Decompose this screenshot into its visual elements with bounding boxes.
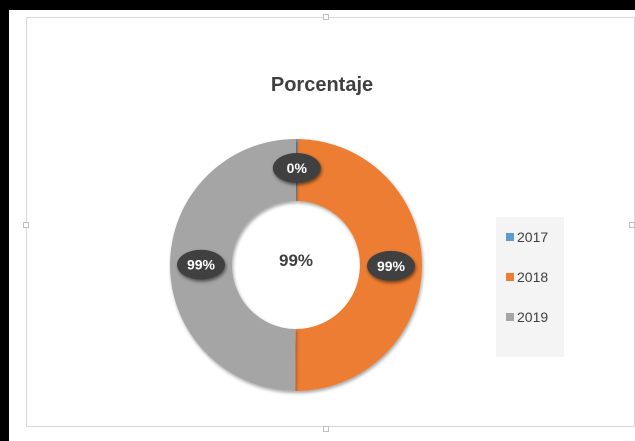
resize-handle-top[interactable] bbox=[323, 14, 329, 20]
data-label-2018: 99% bbox=[366, 250, 415, 281]
legend-item-2019[interactable]: 2019 bbox=[506, 309, 548, 325]
data-label-2019: 99% bbox=[177, 249, 226, 280]
center-label: 99% bbox=[279, 251, 313, 270]
legend-item-2017[interactable]: 2017 bbox=[506, 229, 548, 245]
data-label-text: 0% bbox=[287, 160, 308, 176]
legend[interactable]: 2017 2018 2019 bbox=[496, 217, 564, 357]
legend-swatch bbox=[506, 273, 514, 281]
chart-title: Porcentaje bbox=[270, 74, 374, 96]
data-label-text: 99% bbox=[377, 258, 406, 274]
resize-handle-left[interactable] bbox=[23, 222, 29, 228]
legend-item-2018[interactable]: 2018 bbox=[506, 269, 548, 285]
doughnut-chart[interactable]: 0% 99% 99% 99% bbox=[9, 10, 635, 441]
slice-2019[interactable] bbox=[169, 139, 296, 391]
data-label-2017: 0% bbox=[272, 153, 321, 183]
chart-area[interactable]: Porcentaje 0% 99% 99% 99% 2017 2018 2019 bbox=[9, 10, 635, 441]
resize-handle-bottom[interactable] bbox=[323, 426, 329, 432]
legend-label: 2019 bbox=[517, 309, 549, 325]
legend-swatch bbox=[506, 313, 514, 321]
data-label-text: 99% bbox=[187, 257, 216, 273]
legend-label: 2018 bbox=[517, 269, 549, 285]
slice-2018[interactable] bbox=[295, 139, 423, 392]
legend-label: 2017 bbox=[517, 229, 549, 245]
legend-swatch bbox=[506, 233, 514, 241]
